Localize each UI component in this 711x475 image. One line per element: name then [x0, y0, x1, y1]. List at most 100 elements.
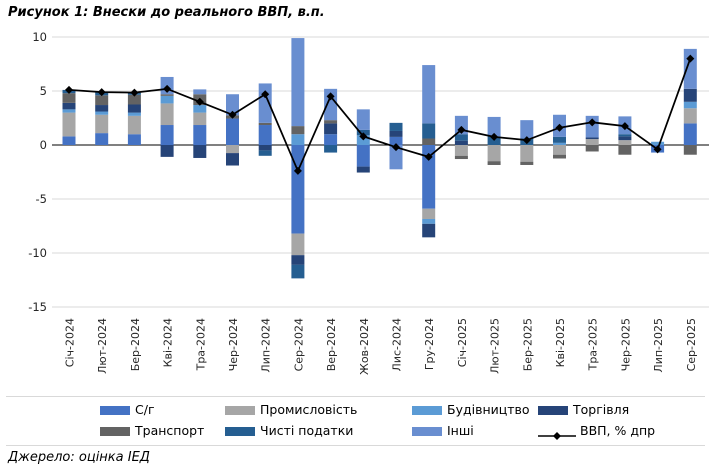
x-tick-label: Лют-2025	[489, 318, 502, 374]
x-tick-label: Кві-2024	[162, 318, 175, 367]
y-tick-label: -5	[36, 192, 47, 206]
legend-label: Транспорт	[135, 423, 205, 438]
source-note: Джерело: оцінка ІЕД	[8, 450, 150, 465]
bar-segment-С/г	[127, 134, 141, 145]
bar-segment-Торгівля	[291, 255, 305, 265]
bar-segment-Інші	[193, 89, 207, 95]
legend-item-Промисловість: Промисловість	[225, 403, 357, 417]
bar-segment-Транспорт	[553, 154, 566, 159]
bar-segment-Торгівля	[127, 104, 141, 113]
legend-item-Торгівля: Торгівля	[538, 403, 629, 417]
legend-label: Торгівля	[573, 402, 630, 417]
bar-segment-Інші	[520, 120, 534, 139]
gdp-marker	[392, 143, 400, 152]
bar-segment-Транспорт	[618, 145, 632, 155]
bar-segment-Транспорт	[160, 94, 174, 96]
x-tick-label: Бер-2024	[129, 318, 142, 371]
bar-segment-Інші	[356, 109, 370, 130]
x-tick-label: Кві-2025	[554, 318, 567, 367]
legend-swatch	[100, 426, 130, 436]
y-tick-label: 10	[32, 30, 47, 44]
bar-segment-С/г	[422, 145, 436, 209]
gdp-marker	[293, 166, 302, 175]
bar-segment-Промисловість	[291, 233, 305, 256]
bar-segment-Торгівля	[585, 137, 599, 140]
gdp-marker	[326, 92, 335, 101]
bar-segment-Торгівля	[422, 223, 436, 238]
gdp-marker	[228, 110, 237, 119]
x-tick-label: Лют-2024	[96, 318, 109, 374]
x-tick-label: Вер-2024	[325, 318, 338, 371]
x-tick-label: Тра-2025	[587, 318, 600, 371]
bar-segment-С/г	[683, 123, 697, 145]
bar-segment-Будівництво	[683, 101, 697, 109]
bar-segment-Чисті податки	[454, 134, 468, 141]
x-tick-label: Чер-2025	[619, 318, 632, 371]
bar-segment-Чисті податки	[618, 134, 632, 137]
gdp-marker	[261, 90, 270, 99]
x-tick-label: Січ-2025	[456, 318, 469, 367]
legend-swatch	[225, 426, 255, 436]
bar-segment-Транспорт	[520, 161, 534, 165]
bar-segment-С/г	[62, 136, 76, 145]
legend-swatch	[412, 405, 442, 415]
bar-segment-Торгівля	[160, 145, 174, 157]
x-tick-label: Лип-2025	[652, 318, 665, 373]
legend-line-marker-icon	[538, 426, 576, 440]
bar-segment-С/г	[226, 118, 239, 145]
gdp-marker	[522, 136, 531, 145]
bar-segment-Промисловість	[618, 140, 632, 145]
bar-segment-Торгівля	[193, 145, 207, 158]
bar-segment-Інші	[258, 83, 272, 123]
bar-segment-Транспорт	[683, 145, 697, 155]
bar-segment-Інші	[226, 94, 239, 116]
legend-label: Інші	[447, 423, 474, 438]
bar-segment-С/г	[291, 145, 305, 234]
x-tick-label: Січ-2024	[64, 318, 77, 367]
bar-segment-Торгівля	[683, 88, 697, 102]
bar-segment-Будівництво	[651, 141, 665, 145]
gdp-marker	[457, 125, 466, 134]
legend-label: Промисловість	[260, 402, 358, 417]
gdp-marker	[163, 84, 172, 93]
gdp-marker	[620, 122, 629, 131]
bar-segment-С/г	[95, 133, 109, 145]
legend-label: Будівництво	[447, 402, 530, 417]
bar-segment-Інші	[422, 65, 436, 124]
bar-segment-Промисловість	[127, 115, 141, 135]
bar-segment-Чисті податки	[553, 136, 566, 143]
y-tick-label: 5	[40, 84, 47, 98]
gdp-marker	[686, 54, 695, 63]
legend-label: С/г	[135, 402, 155, 417]
bar-segment-Чисті податки	[389, 122, 403, 131]
legend-swatch	[412, 426, 442, 436]
bar-segment-Будівництво	[422, 218, 436, 224]
bar-segment-Інші	[389, 145, 403, 170]
x-tick-label: Лис-2024	[391, 318, 404, 371]
bar-segment-Торгівля	[62, 102, 76, 110]
bar-segment-Будівництво	[193, 105, 207, 113]
bar-segment-Торгівля	[226, 153, 239, 166]
bar-segment-Промисловість	[193, 112, 207, 126]
bar-segment-Торгівля	[258, 145, 272, 151]
bar-segment-Промисловість	[422, 208, 436, 219]
legend-item-Будівництво: Будівництво	[412, 403, 530, 417]
x-tick-label: Бер-2025	[521, 318, 534, 371]
gdp-line	[68, 58, 692, 174]
gdp-marker	[97, 88, 106, 97]
bar-segment-Транспорт	[258, 122, 272, 126]
bar-segment-Торгівля	[454, 140, 468, 145]
bar-segment-Промисловість	[95, 114, 109, 134]
bar-segment-Чисті податки	[422, 123, 436, 139]
bar-segment-Будівництво	[553, 142, 566, 145]
chart-title: Рисунок 1: Внески до реального ВВП, в.п.	[8, 5, 325, 20]
bar-segment-С/г	[160, 125, 174, 145]
bar-segment-Торгівля	[389, 130, 403, 137]
bar-segment-Торгівля	[356, 166, 370, 173]
bar-segment-Промисловість	[553, 145, 566, 155]
bar-segment-Промисловість	[454, 145, 468, 156]
bar-segment-Транспорт	[585, 145, 599, 152]
x-tick-label: Сер-2024	[292, 318, 305, 371]
chart-plot-area: 10 5 0 -5 -10 -15 Січ-2024 Лют-2024 Бер-2024 Кві-…	[28, 30, 709, 375]
gdp-marker	[490, 132, 499, 141]
